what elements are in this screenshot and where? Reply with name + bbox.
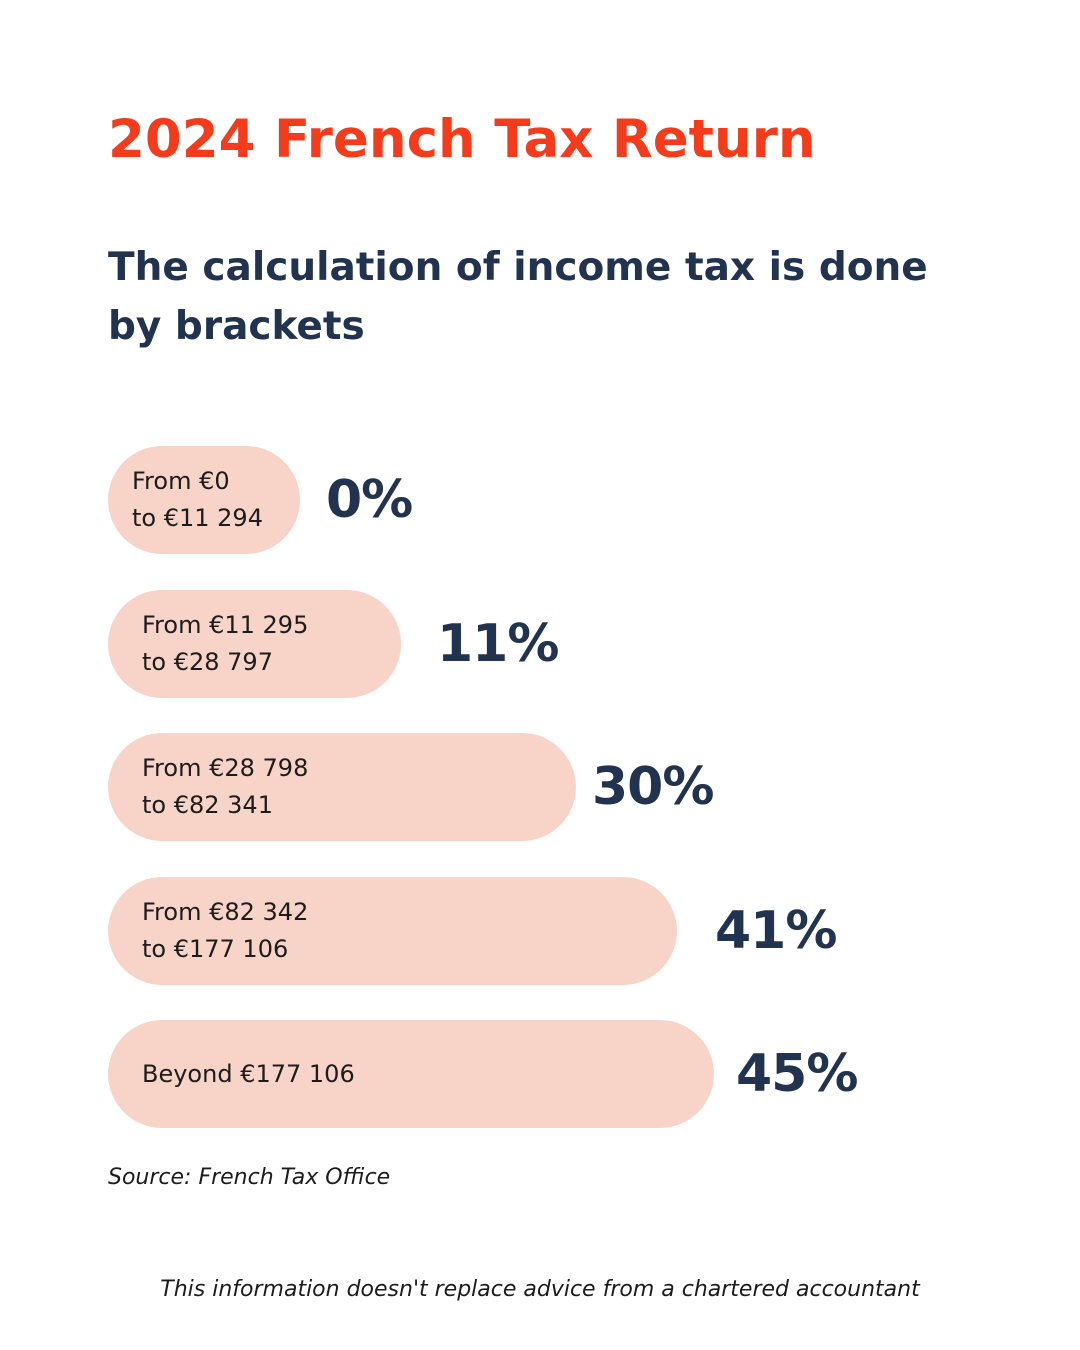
bracket-range-label: From €82 342 to €177 106 — [142, 894, 308, 968]
page-subtitle: The calculation of income tax is done by… — [108, 245, 928, 349]
source-note: Source: French Tax Office — [108, 1165, 391, 1190]
bracket-row: From €11 295 to €28 797 11% — [108, 590, 988, 698]
bracket-range-line: From €82 342 — [142, 898, 309, 926]
bracket-row: Beyond €177 106 45% — [108, 1020, 988, 1128]
bracket-range-line: to €11 294 — [132, 504, 263, 532]
bracket-bar: From €28 798 to €82 341 — [108, 733, 576, 841]
bracket-range-line: From €28 798 — [142, 754, 309, 782]
tax-brackets-chart: From €0 to €11 294 0% From €11 295 to €28 79… — [108, 446, 988, 1130]
bracket-rate-label: 45% — [736, 1044, 858, 1104]
bracket-bar: From €0 to €11 294 — [108, 446, 300, 554]
bracket-range-line: From €0 — [132, 467, 230, 495]
bracket-row: From €28 798 to €82 341 30% — [108, 733, 988, 841]
bracket-range-line: From €11 295 — [142, 611, 309, 639]
bracket-rate-label: 11% — [437, 614, 559, 674]
bracket-range-line: to €82 341 — [142, 791, 273, 819]
page-title: 2024 French Tax Return — [108, 109, 816, 170]
bracket-range-line: to €28 797 — [142, 648, 273, 676]
bracket-rate-label: 41% — [715, 901, 837, 961]
bracket-bar: From €82 342 to €177 106 — [108, 877, 677, 985]
bracket-range-label: Beyond €177 106 — [142, 1056, 355, 1093]
bracket-bar: From €11 295 to €28 797 — [108, 590, 401, 698]
bracket-row: From €82 342 to €177 106 41% — [108, 877, 988, 985]
bracket-row: From €0 to €11 294 0% — [108, 446, 988, 554]
bracket-range-label: From €28 798 to €82 341 — [142, 750, 308, 824]
bracket-range-line: to €177 106 — [142, 935, 289, 963]
bracket-range-line: Beyond €177 106 — [142, 1059, 355, 1088]
bracket-rate-label: 30% — [592, 757, 714, 817]
bracket-range-label: From €0 to €11 294 — [132, 463, 263, 537]
bracket-range-label: From €11 295 to €28 797 — [142, 607, 308, 681]
disclaimer-note: This information doesn't replace advice … — [160, 1277, 920, 1302]
bracket-bar: Beyond €177 106 — [108, 1020, 714, 1128]
bracket-rate-label: 0% — [326, 470, 413, 530]
